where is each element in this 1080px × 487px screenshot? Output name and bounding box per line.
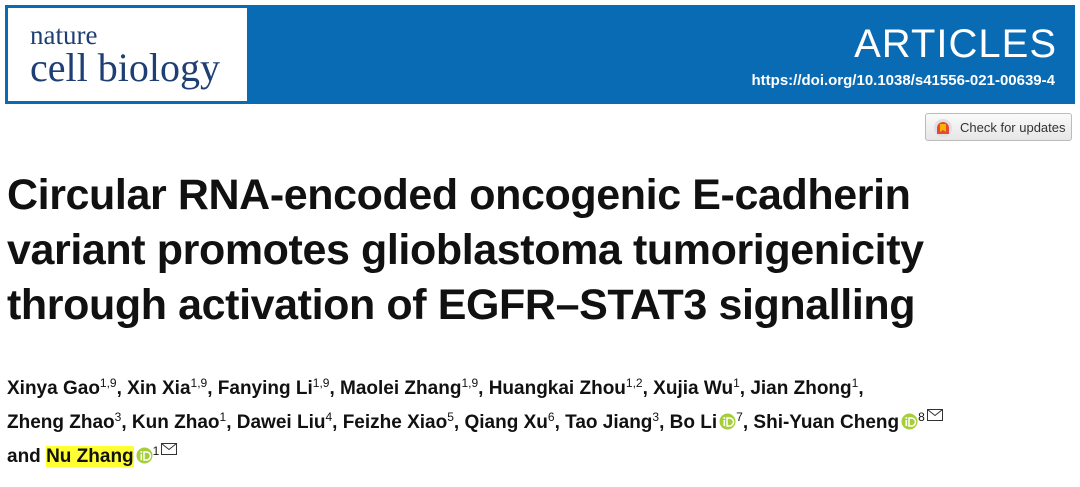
author-name[interactable]: Nu Zhang <box>46 446 134 467</box>
doi-link[interactable]: https://doi.org/10.1038/s41556-021-00639… <box>751 72 1056 89</box>
author-name[interactable]: Xujia Wu <box>653 378 734 399</box>
affiliation: 7 <box>736 410 743 424</box>
author-line: and Nu Zhang 1 <box>7 440 943 474</box>
author-list: Xinya Gao1,9, Xin Xia1,9, Fanying Li1,9,… <box>7 372 943 474</box>
author-name[interactable]: Bo Li <box>669 412 718 433</box>
separator: , <box>858 378 864 399</box>
title-line: through activation of EGFR–STAT3 signall… <box>7 281 916 329</box>
title-line: variant promotes glioblastoma tumorigeni… <box>7 226 924 274</box>
author-name[interactable]: Zheng Zhao <box>7 412 115 433</box>
author-name[interactable]: Xin Xia <box>127 378 191 399</box>
affiliation: 1 <box>733 376 740 390</box>
separator: , <box>659 412 665 433</box>
author-name[interactable]: Qiang Xu <box>464 412 548 433</box>
author-name[interactable]: Jian Zhong <box>750 378 852 399</box>
affiliation: 1,9 <box>99 376 117 390</box>
logo-text: cell biology <box>30 45 220 90</box>
title-line: Circular RNA-encoded oncogenic E-cadheri… <box>7 171 911 219</box>
button-label: Check for updates <box>960 120 1066 135</box>
separator: , <box>329 378 335 399</box>
logo-text: nature <box>30 20 98 50</box>
email-icon[interactable] <box>926 409 943 422</box>
check-updates-button[interactable]: Check for updates <box>925 113 1072 141</box>
separator: , <box>554 412 560 433</box>
author-name[interactable]: Shi-Yuan Cheng <box>753 412 900 433</box>
affiliation: 1 <box>851 376 859 390</box>
separator: , <box>453 412 460 433</box>
affiliation: 4 <box>325 410 333 424</box>
separator: , <box>478 378 484 399</box>
affiliation: 1,9 <box>461 376 479 390</box>
journal-banner: nature cell biology ARTICLES https://doi… <box>5 5 1075 104</box>
affiliation: 1 <box>219 410 227 424</box>
affiliation: 3 <box>652 410 660 424</box>
affiliation: 6 <box>547 410 555 424</box>
separator: , <box>642 378 648 399</box>
affiliation: 1,2 <box>625 376 643 390</box>
conjunction: and <box>7 446 41 467</box>
author-name[interactable]: Xinya Gao <box>7 378 100 399</box>
journal-logo[interactable]: nature cell biology <box>8 8 247 101</box>
author-name[interactable]: Feizhe Xiao <box>342 412 448 433</box>
separator: , <box>739 378 746 399</box>
author-name[interactable]: Maolei Zhang <box>340 378 462 399</box>
author-name[interactable]: Dawei Liu <box>236 412 326 433</box>
author-name[interactable]: Fanying Li <box>217 378 313 399</box>
check-icon <box>934 119 952 137</box>
separator: , <box>332 412 338 433</box>
author-line: Zheng Zhao3, Kun Zhao1, Dawei Liu4, Feiz… <box>7 406 943 440</box>
orcid-icon[interactable] <box>719 413 736 430</box>
affiliation: 1,9 <box>190 376 208 390</box>
separator: , <box>121 412 127 433</box>
affiliation: 5 <box>447 410 454 424</box>
author-line: Xinya Gao1,9, Xin Xia1,9, Fanying Li1,9,… <box>7 372 943 406</box>
orcid-icon[interactable] <box>136 447 153 464</box>
separator: , <box>207 378 213 399</box>
author-name[interactable]: Huangkai Zhou <box>488 378 626 399</box>
affiliation: 1 <box>152 444 160 458</box>
separator: , <box>116 378 122 399</box>
affiliation: 1,9 <box>312 376 330 390</box>
section-label: ARTICLES <box>854 22 1057 66</box>
affiliation: 8 <box>918 410 925 424</box>
article-title: Circular RNA-encoded oncogenic E-cadheri… <box>7 168 924 333</box>
author-name[interactable]: Tao Jiang <box>565 412 653 433</box>
separator: , <box>226 412 232 433</box>
orcid-icon[interactable] <box>901 413 918 430</box>
email-icon[interactable] <box>161 443 178 456</box>
author-name[interactable]: Kun Zhao <box>131 412 220 433</box>
affiliation: 3 <box>114 410 122 424</box>
separator: , <box>742 412 749 433</box>
